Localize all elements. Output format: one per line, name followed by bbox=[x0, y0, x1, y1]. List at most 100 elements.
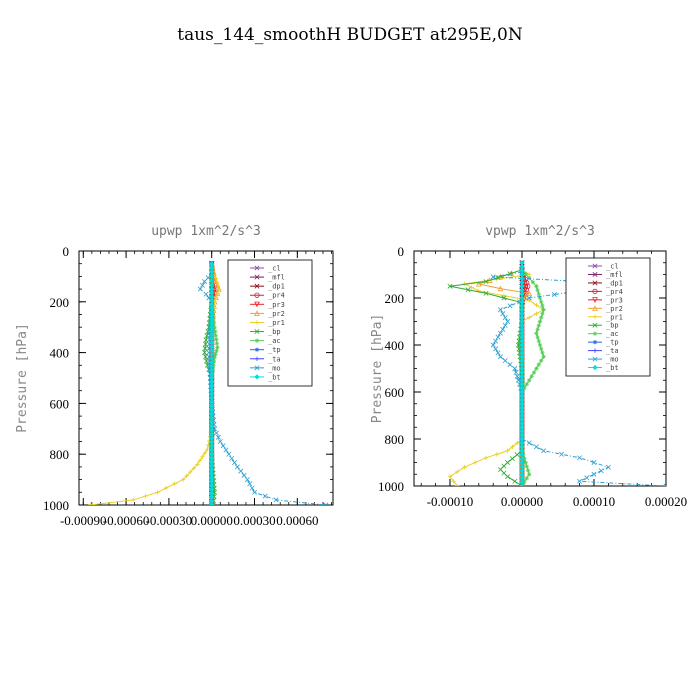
y-tick-label: 600 bbox=[50, 396, 70, 411]
series-bt bbox=[519, 260, 525, 486]
data-point bbox=[229, 455, 235, 461]
legend-label: _pr4 bbox=[606, 288, 623, 296]
data-point bbox=[526, 295, 532, 301]
data-point bbox=[203, 337, 209, 343]
data-point bbox=[213, 276, 219, 282]
data-point bbox=[163, 485, 169, 491]
legend-marker bbox=[592, 297, 598, 303]
legend-label: _cl bbox=[268, 265, 281, 273]
y-tick-label: 400 bbox=[385, 338, 405, 353]
data-point bbox=[584, 475, 590, 481]
data-point bbox=[505, 319, 511, 324]
legend-marker bbox=[592, 364, 598, 371]
data-point bbox=[205, 328, 211, 334]
data-point bbox=[214, 348, 219, 354]
legend-label: _pr2 bbox=[606, 305, 623, 313]
data-point bbox=[540, 303, 545, 309]
data-point bbox=[195, 462, 200, 467]
data-point bbox=[473, 460, 478, 465]
data-point bbox=[214, 280, 220, 285]
data-point bbox=[515, 440, 520, 446]
legend: _cl_mfl_dp1_pr4_pr3_pr2_pr1_bp_ac_tp_ta_… bbox=[565, 257, 651, 377]
data-point bbox=[211, 320, 217, 326]
data-point bbox=[539, 315, 544, 320]
legend-marker bbox=[592, 339, 598, 345]
legend: _cl_mfl_dp1_pr4_pr3_pr2_pr1_bp_ac_tp_ta_… bbox=[227, 259, 313, 387]
legend-marker bbox=[254, 283, 260, 289]
data-point bbox=[507, 303, 513, 309]
series-line bbox=[90, 271, 220, 505]
legend-label: _cl bbox=[606, 263, 619, 271]
plot-area bbox=[447, 260, 666, 486]
data-point bbox=[605, 464, 611, 470]
legend-label: _mo bbox=[268, 364, 281, 372]
series-bt bbox=[209, 261, 215, 505]
series-bp bbox=[447, 267, 525, 486]
data-point bbox=[529, 374, 534, 379]
data-point bbox=[523, 460, 528, 465]
data-point bbox=[232, 460, 238, 466]
y-tick-label: 600 bbox=[385, 385, 405, 400]
data-point bbox=[131, 497, 136, 503]
legend-marker bbox=[592, 348, 598, 353]
data-point bbox=[209, 502, 215, 505]
data-point bbox=[213, 430, 219, 436]
data-point bbox=[541, 448, 547, 454]
legend-marker bbox=[254, 329, 260, 335]
data-point bbox=[512, 366, 518, 371]
data-point bbox=[205, 446, 210, 452]
legend-marker bbox=[592, 314, 598, 319]
panel-1: upwp 1xm^2/s^302004006008001000-0.00090-… bbox=[15, 224, 334, 528]
data-point bbox=[494, 452, 499, 457]
legend-marker bbox=[254, 320, 260, 325]
data-point bbox=[252, 489, 257, 495]
legend-label: _pr3 bbox=[606, 296, 623, 304]
data-point bbox=[513, 369, 519, 375]
legend-label: _tp bbox=[268, 346, 281, 354]
data-point bbox=[530, 279, 535, 285]
data-point bbox=[527, 275, 532, 281]
data-point bbox=[199, 282, 205, 288]
x-tick-label: 0.00010 bbox=[573, 494, 615, 509]
data-point bbox=[551, 291, 557, 297]
x-tick-label: 0.00060 bbox=[276, 513, 318, 528]
data-point bbox=[541, 307, 546, 312]
data-point bbox=[502, 358, 508, 364]
data-point bbox=[197, 286, 203, 292]
data-point bbox=[591, 471, 597, 477]
data-point bbox=[215, 434, 221, 440]
legend-marker bbox=[592, 280, 598, 286]
legend-marker bbox=[592, 271, 598, 277]
legend-marker bbox=[592, 305, 598, 311]
data-point bbox=[462, 465, 467, 470]
data-point bbox=[244, 477, 250, 483]
data-point bbox=[536, 338, 541, 344]
data-point bbox=[483, 455, 489, 460]
data-point bbox=[510, 444, 515, 450]
data-point bbox=[514, 373, 520, 379]
data-point bbox=[535, 327, 540, 332]
y-tick-label: 200 bbox=[385, 291, 405, 306]
legend-label: _mfl bbox=[268, 274, 285, 282]
data-point bbox=[559, 451, 565, 457]
data-point bbox=[214, 282, 221, 288]
x-tick-label: 0.00000 bbox=[191, 513, 233, 528]
legend-label: _ta bbox=[606, 347, 619, 355]
legend-marker bbox=[592, 263, 598, 269]
y-tick-label: 0 bbox=[398, 244, 405, 259]
data-point bbox=[527, 472, 532, 477]
data-point bbox=[234, 464, 240, 470]
legend-label: _dp1 bbox=[268, 283, 285, 291]
data-point bbox=[217, 439, 223, 444]
data-point bbox=[273, 497, 279, 503]
data-point bbox=[536, 362, 541, 367]
data-point bbox=[202, 345, 208, 351]
data-point bbox=[535, 334, 540, 340]
data-point bbox=[591, 460, 597, 465]
data-point bbox=[451, 479, 456, 484]
y-tick-label: 400 bbox=[50, 346, 70, 361]
legend-label: _mfl bbox=[606, 271, 623, 279]
panel-title: upwp 1xm^2/s^3 bbox=[151, 224, 261, 239]
data-point bbox=[212, 325, 217, 330]
